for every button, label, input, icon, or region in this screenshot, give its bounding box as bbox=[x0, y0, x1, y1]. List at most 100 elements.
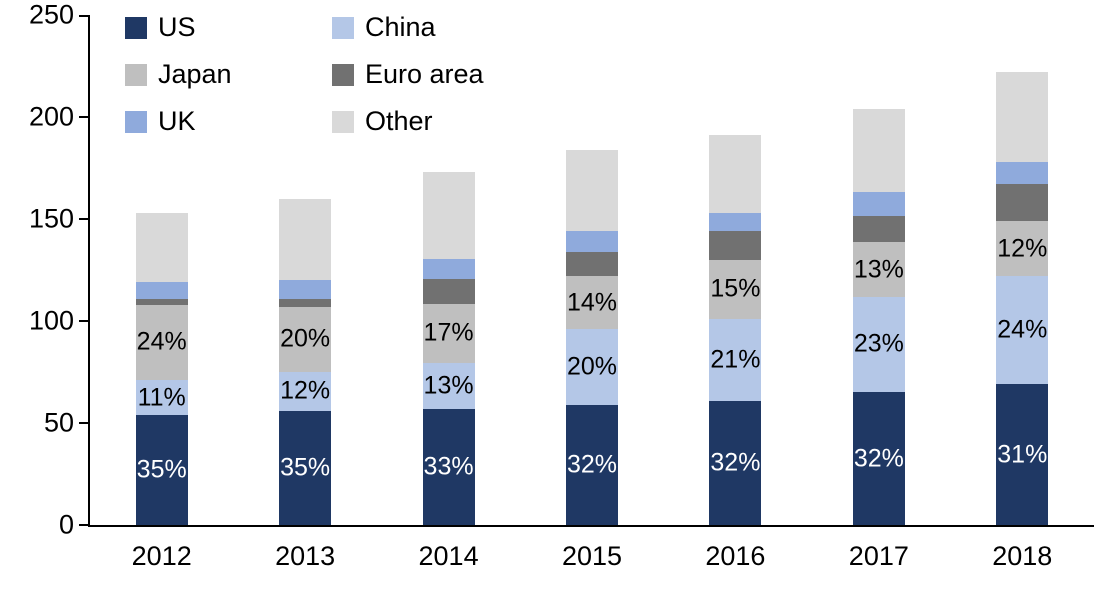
y-axis-tick-label: 0 bbox=[58, 509, 74, 540]
legend-swatch-other bbox=[332, 110, 354, 133]
segment-us: 32% bbox=[709, 400, 762, 525]
legend-label: US bbox=[158, 12, 196, 42]
segment-data-label: 24% bbox=[136, 327, 187, 356]
x-axis-tick-label: 2016 bbox=[705, 541, 766, 571]
segment-euro-area bbox=[566, 251, 618, 277]
legend-item-us: US bbox=[125, 12, 332, 43]
segment-data-label: 35% bbox=[136, 455, 187, 484]
legend: US China Japan Euro area UK Other bbox=[125, 12, 484, 137]
bar-2018: 31% 24% 12% bbox=[996, 72, 1049, 525]
bar-2015: 32% 20% 14% bbox=[566, 149, 618, 525]
segment-us: 35% bbox=[279, 410, 332, 525]
segment-uk bbox=[709, 212, 762, 232]
segment-data-label: 11% bbox=[137, 383, 186, 411]
legend-item-uk: UK bbox=[125, 106, 332, 137]
segment-data-label: 20% bbox=[566, 352, 618, 381]
segment-uk bbox=[566, 231, 618, 252]
bar-2013: 35% 12% 20% bbox=[279, 198, 332, 525]
segment-data-label: 13% bbox=[853, 255, 904, 283]
bar-2014: 33% 13% 17% bbox=[422, 172, 475, 525]
segment-data-label: 13% bbox=[423, 371, 474, 400]
legend-label: Other bbox=[365, 106, 433, 136]
plot-area: 0 50 100 150 200 250 35% 11% 24% 2012 35% 12% 20% 201… bbox=[29, 0, 1094, 571]
y-axis-tick-mark bbox=[79, 116, 88, 118]
segment-euro-area bbox=[709, 231, 762, 260]
segment-japan: 24% bbox=[135, 304, 188, 381]
segment-data-label: 32% bbox=[853, 444, 904, 473]
segment-uk bbox=[135, 282, 188, 299]
segment-other bbox=[422, 172, 475, 259]
segment-data-label: 32% bbox=[710, 448, 761, 477]
y-axis-tick-mark bbox=[79, 422, 88, 424]
segment-other bbox=[566, 149, 618, 232]
x-axis-tick-label: 2012 bbox=[131, 541, 192, 571]
segment-data-label: 12% bbox=[280, 376, 331, 405]
legend-item-japan: Japan bbox=[125, 59, 332, 90]
segment-japan: 15% bbox=[709, 259, 762, 319]
segment-other bbox=[279, 198, 332, 281]
legend-swatch-us bbox=[125, 16, 147, 39]
bar-2017: 32% 23% 13% bbox=[852, 108, 905, 525]
segment-data-label: 23% bbox=[853, 329, 904, 358]
segment-china: 13% bbox=[422, 362, 475, 409]
segment-data-label: 15% bbox=[710, 274, 761, 303]
segment-us: 35% bbox=[135, 414, 188, 525]
legend-swatch-uk bbox=[125, 110, 147, 133]
segment-japan: 17% bbox=[422, 303, 475, 363]
y-axis-tick-label: 100 bbox=[28, 305, 74, 336]
segment-japan: 13% bbox=[852, 242, 905, 297]
segment-data-label: 12% bbox=[997, 234, 1048, 263]
segment-data-label: 14% bbox=[566, 288, 618, 317]
segment-euro-area bbox=[279, 298, 332, 307]
segment-data-label: 33% bbox=[423, 452, 474, 481]
segment-japan: 20% bbox=[279, 306, 332, 373]
y-axis-tick-mark bbox=[79, 15, 88, 17]
segment-china: 23% bbox=[852, 296, 905, 393]
segment-data-label: 35% bbox=[280, 453, 331, 482]
x-axis-tick-label: 2014 bbox=[418, 541, 479, 571]
segment-data-label: 20% bbox=[280, 324, 331, 353]
x-axis-tick-label: 2018 bbox=[992, 541, 1053, 571]
x-axis-tick-label: 2017 bbox=[848, 541, 909, 571]
legend-label: UK bbox=[158, 106, 196, 136]
y-axis-tick-label: 200 bbox=[28, 101, 74, 132]
y-axis-tick-mark bbox=[79, 524, 88, 526]
segment-data-label: 17% bbox=[423, 318, 474, 347]
segment-us: 32% bbox=[566, 404, 618, 525]
y-axis-tick-label: 250 bbox=[28, 0, 74, 30]
y-axis-tick-mark bbox=[79, 218, 88, 220]
bar-2016: 32% 21% 15% bbox=[709, 135, 762, 525]
segment-china: 12% bbox=[279, 372, 332, 411]
legend-item-china: China bbox=[332, 12, 484, 43]
y-axis-tick-mark bbox=[79, 320, 88, 322]
y-axis-tick-label: 150 bbox=[28, 203, 74, 234]
segment-japan: 12% bbox=[996, 221, 1049, 277]
segment-euro-area bbox=[852, 215, 905, 243]
segment-data-label: 32% bbox=[566, 450, 618, 479]
segment-us: 33% bbox=[422, 408, 475, 525]
segment-china: 20% bbox=[566, 329, 618, 405]
segment-euro-area bbox=[135, 298, 188, 305]
legend-label: China bbox=[365, 12, 436, 42]
x-axis-tick-label: 2013 bbox=[275, 541, 336, 571]
segment-data-label: 31% bbox=[997, 440, 1048, 469]
bar-2012: 35% 11% 24% bbox=[135, 212, 188, 525]
segment-us: 31% bbox=[996, 384, 1049, 525]
segment-data-label: 21% bbox=[710, 345, 761, 374]
segment-uk bbox=[996, 161, 1049, 185]
segment-uk bbox=[279, 280, 332, 299]
x-axis-tick-label: 2015 bbox=[561, 541, 623, 571]
y-axis-tick-label: 50 bbox=[43, 407, 74, 438]
segment-other bbox=[996, 72, 1049, 162]
segment-us: 32% bbox=[852, 392, 905, 525]
segment-china: 24% bbox=[996, 276, 1049, 385]
segment-uk bbox=[422, 258, 475, 280]
segment-other bbox=[852, 108, 905, 192]
segment-euro-area bbox=[422, 279, 475, 304]
segment-china: 11% bbox=[135, 380, 188, 415]
legend-item-euro-area: Euro area bbox=[332, 59, 484, 90]
legend-swatch-japan bbox=[125, 63, 147, 86]
legend-label: Euro area bbox=[365, 59, 484, 89]
segment-data-label: 24% bbox=[997, 315, 1048, 344]
